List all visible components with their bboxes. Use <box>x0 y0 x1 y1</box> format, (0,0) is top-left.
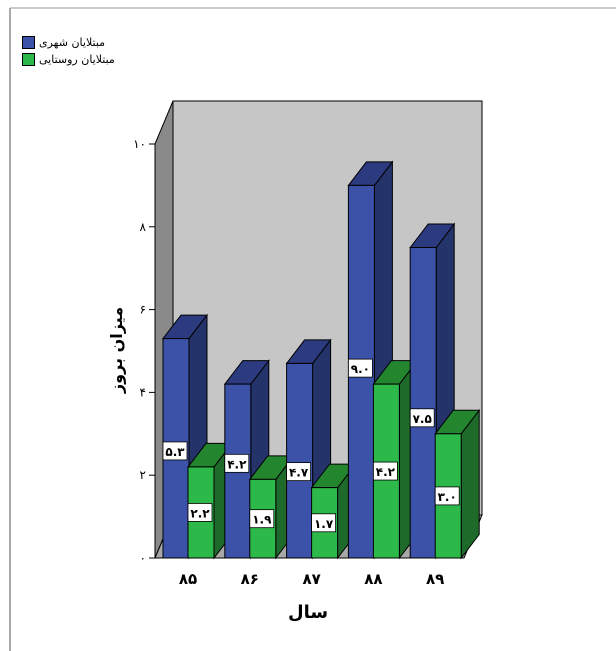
x-axis-label: سال <box>288 602 328 623</box>
legend-swatch-rural <box>22 53 35 66</box>
value-label-urban-2: ۴.۷ <box>289 466 309 480</box>
bar-urban-2 <box>286 362 314 559</box>
value-label-box-urban-0 <box>162 441 188 461</box>
value-label-rural-0: ۲.۲ <box>190 506 210 520</box>
y-tick-label-2: ۴ <box>140 385 146 399</box>
value-label-rural-3: ۴.۲ <box>376 465 396 479</box>
value-label-urban-0: ۵.۳ <box>165 445 185 459</box>
x-tick-label-4: ۸۹ <box>426 570 444 588</box>
value-label-box-rural-3 <box>372 461 398 481</box>
value-label-urban-4: ۷.۵ <box>413 412 432 426</box>
value-label-urban-3: ۹.۰ <box>351 362 370 376</box>
value-label-box-rural-4 <box>434 486 460 506</box>
value-label-rural-2: ۱.۷ <box>314 517 334 531</box>
x-tick-label-1: ۸۶ <box>241 570 259 588</box>
y-tick-label-4: ۸ <box>140 220 147 234</box>
bar-urban-4 <box>409 247 437 559</box>
value-label-rural-4: ۳.۰ <box>438 490 457 504</box>
value-label-box-rural-1 <box>249 509 275 529</box>
legend-item-urban: مبتلایان شهری <box>22 34 115 51</box>
value-label-box-urban-2 <box>286 462 312 482</box>
x-tick-label-2: ۸۷ <box>302 570 320 588</box>
legend-swatch-urban <box>22 36 35 49</box>
legend-label-rural: مبتلایان روستایی <box>39 53 115 66</box>
value-label-urban-1: ۴.۲ <box>227 457 247 471</box>
legend-item-rural: مبتلایان روستایی <box>22 51 115 68</box>
x-tick-label-0: ۸۵ <box>179 570 197 588</box>
y-tick-label-5: ۱۰ <box>133 137 146 151</box>
value-label-rural-1: ۱.۹ <box>252 513 272 527</box>
bar-side-rural-4 <box>460 408 480 560</box>
value-label-box-urban-3 <box>347 358 373 378</box>
y-tick-label-0: ۰ <box>140 551 146 565</box>
value-label-box-rural-0 <box>187 503 213 522</box>
value-label-box-rural-2 <box>311 513 337 533</box>
value-label-box-urban-1 <box>224 453 250 473</box>
legend-label-urban: مبتلایان شهری <box>39 36 106 49</box>
legend: مبتلایان شهری مبتلایان روستایی <box>22 34 115 68</box>
x-tick-label-3: ۸۸ <box>364 570 382 588</box>
y-tick-label-1: ۲ <box>140 468 146 482</box>
y-axis-label: میزان بروز <box>107 307 126 394</box>
y-tick-label-3: ۶ <box>140 303 146 317</box>
value-label-box-urban-4 <box>409 408 435 428</box>
